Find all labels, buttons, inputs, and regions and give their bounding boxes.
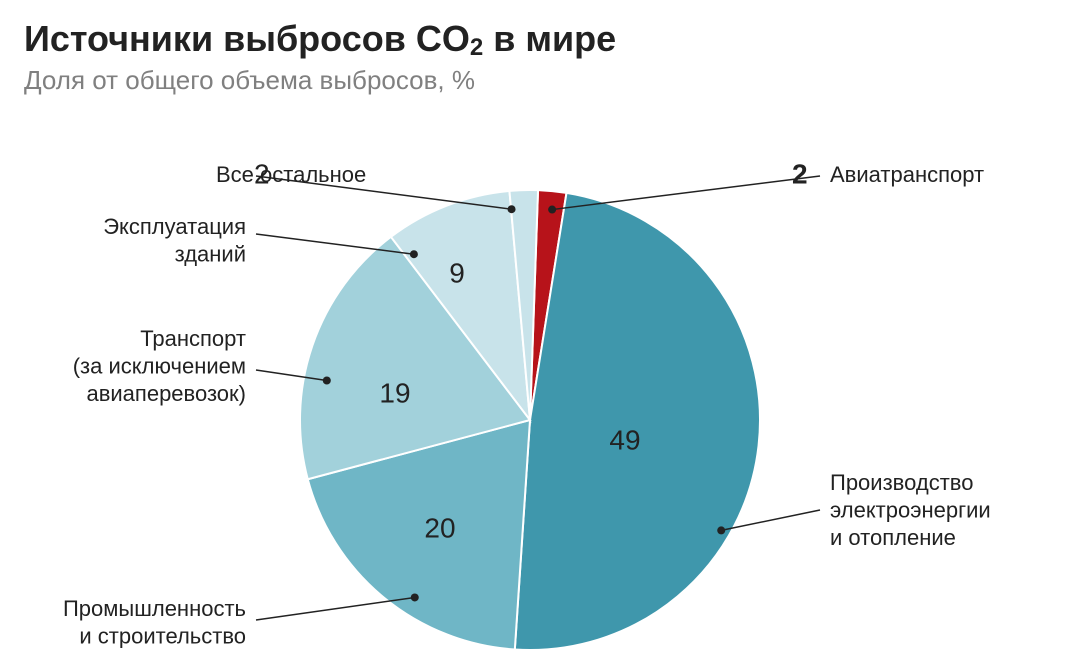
label-aviation: Авиатранспорт — [830, 162, 984, 187]
leader-dot-electricity-heat — [717, 526, 725, 534]
label-transport: Транспорт(за исключениемавиаперевозок) — [73, 326, 246, 406]
leader-dot-transport — [323, 377, 331, 385]
leader-dot-buildings — [410, 250, 418, 258]
leader-industry-construction — [256, 597, 415, 620]
label-industry-construction: Промышленностьи строительство — [63, 596, 246, 649]
value-buildings: 9 — [449, 257, 465, 288]
label-other: Все остальное — [216, 162, 366, 187]
pie-chart: Авиатранспорт 2 Производствоэлектроэнергии… — [0, 0, 1080, 670]
label-buildings: Эксплуатациязданий — [103, 214, 246, 267]
leader-aviation — [552, 176, 820, 210]
value-other: 2 — [254, 158, 270, 189]
label-electricity-heat: Производствоэлектроэнергиии отопление — [830, 470, 991, 550]
value-industry-construction: 20 — [424, 512, 455, 543]
value-electricity-heat: 49 — [609, 424, 640, 455]
leader-dot-other — [508, 205, 516, 213]
value-transport: 19 — [379, 377, 410, 408]
leader-dot-industry-construction — [411, 593, 419, 601]
leader-dot-aviation — [548, 206, 556, 214]
value-aviation: 2 — [792, 158, 808, 189]
